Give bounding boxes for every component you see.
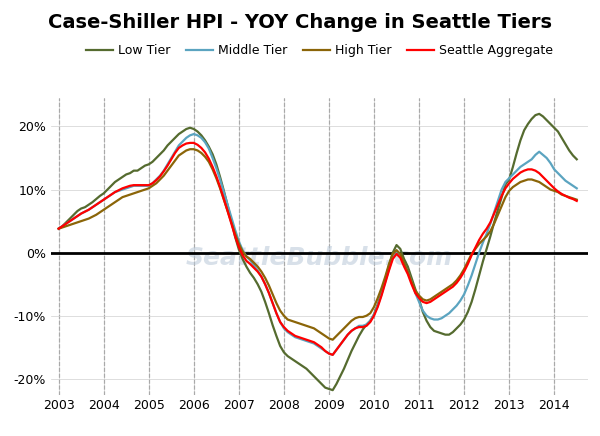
High Tier bbox=[355, 314, 362, 320]
High Tier bbox=[329, 337, 336, 342]
Seattle Aggregate bbox=[393, 251, 400, 256]
Text: SeattleBubble.com: SeattleBubble.com bbox=[186, 246, 453, 270]
Low Tier bbox=[329, 388, 336, 393]
High Tier bbox=[187, 146, 194, 152]
Middle Tier bbox=[393, 249, 400, 254]
Seattle Aggregate bbox=[187, 140, 194, 146]
Seattle Aggregate bbox=[569, 196, 577, 201]
Low Tier bbox=[569, 153, 577, 158]
Low Tier bbox=[536, 111, 543, 116]
Middle Tier bbox=[59, 224, 66, 229]
Seattle Aggregate bbox=[355, 324, 362, 330]
High Tier bbox=[62, 224, 70, 229]
Line: Low Tier: Low Tier bbox=[59, 114, 577, 390]
Low Tier bbox=[59, 224, 66, 229]
Seattle Aggregate bbox=[329, 352, 336, 358]
Low Tier bbox=[389, 250, 397, 255]
Low Tier bbox=[325, 386, 332, 392]
Low Tier bbox=[55, 226, 62, 231]
Seattle Aggregate bbox=[62, 221, 70, 226]
High Tier bbox=[333, 333, 340, 338]
Middle Tier bbox=[333, 347, 340, 352]
Middle Tier bbox=[190, 131, 197, 136]
High Tier bbox=[59, 225, 66, 230]
Middle Tier bbox=[573, 186, 580, 191]
Line: High Tier: High Tier bbox=[59, 149, 577, 340]
Seattle Aggregate bbox=[55, 226, 62, 231]
Middle Tier bbox=[62, 221, 70, 226]
Middle Tier bbox=[55, 226, 62, 231]
Middle Tier bbox=[329, 352, 336, 358]
Seattle Aggregate bbox=[333, 347, 340, 352]
Low Tier bbox=[352, 341, 359, 346]
Seattle Aggregate bbox=[573, 198, 580, 204]
High Tier bbox=[573, 197, 580, 202]
Legend: Low Tier, Middle Tier, High Tier, Seattle Aggregate: Low Tier, Middle Tier, High Tier, Seattl… bbox=[81, 39, 558, 62]
Middle Tier bbox=[355, 323, 362, 328]
Text: Case-Shiller HPI - YOY Change in Seattle Tiers: Case-Shiller HPI - YOY Change in Seattle… bbox=[48, 13, 552, 32]
Seattle Aggregate bbox=[59, 224, 66, 229]
Low Tier bbox=[62, 220, 70, 225]
High Tier bbox=[569, 196, 577, 201]
Low Tier bbox=[573, 157, 580, 162]
High Tier bbox=[55, 226, 62, 231]
High Tier bbox=[393, 248, 400, 253]
Middle Tier bbox=[569, 183, 577, 188]
Line: Middle Tier: Middle Tier bbox=[59, 134, 577, 355]
Line: Seattle Aggregate: Seattle Aggregate bbox=[59, 143, 577, 355]
